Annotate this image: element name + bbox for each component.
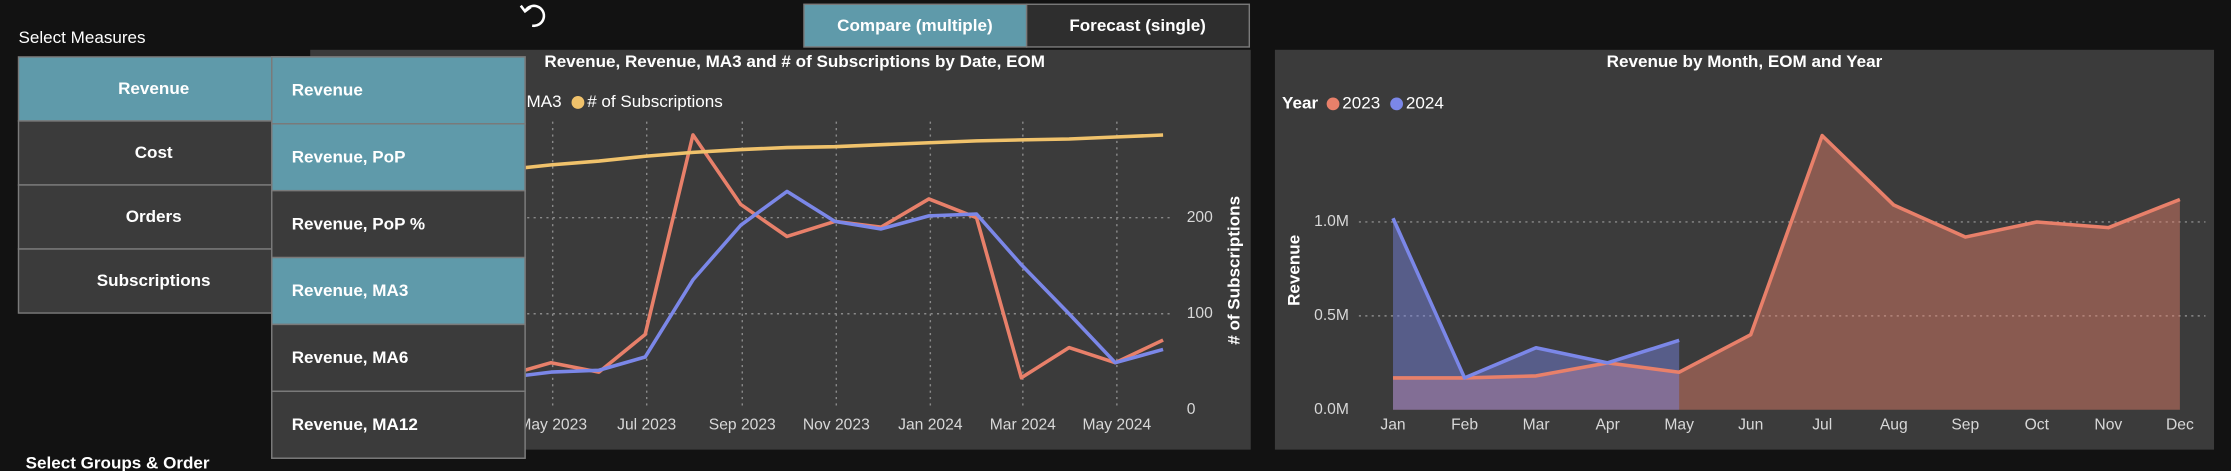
x-tick-label: Jul bbox=[1812, 417, 1832, 434]
legend-title: Year bbox=[1282, 93, 1318, 112]
y2-tick-label: 200 bbox=[1187, 209, 1213, 226]
dropdown-option-label[interactable]: Revenue, PoP bbox=[292, 147, 406, 166]
dropdown-option[interactable] bbox=[271, 323, 526, 393]
legend-label: # of Subscriptions bbox=[587, 92, 723, 111]
dropdown-option-label[interactable]: Revenue, MA3 bbox=[292, 281, 409, 300]
controls: Compare (multiple) Forecast (single) Reven… bbox=[17, 3, 1251, 459]
series-area bbox=[1393, 218, 1680, 410]
series-area bbox=[1393, 135, 2180, 410]
tab-label[interactable]: Compare (multiple) bbox=[837, 16, 992, 35]
chart: Revenue by Month, EOM and Year 0.0M 0.5M 1.… bbox=[1274, 49, 2215, 450]
x-tick-label: Sep bbox=[1951, 417, 1979, 434]
series-line bbox=[1393, 133, 2181, 380]
x-tick-label: May bbox=[1664, 417, 1694, 434]
series-line bbox=[413, 133, 1164, 380]
dropdown-option[interactable] bbox=[271, 256, 526, 326]
x-tick-label: Jun bbox=[1738, 417, 1763, 434]
x-tick-label: Jan bbox=[1380, 417, 1405, 434]
x-tick-label: Nov bbox=[2094, 417, 2122, 434]
dropdown-option[interactable] bbox=[271, 189, 526, 259]
x-tick-label: Sep 2023 bbox=[709, 417, 776, 434]
y2-axis-label: # of Subscriptions bbox=[1225, 196, 1244, 345]
legend-marker bbox=[1326, 97, 1340, 111]
dropdown-option[interactable] bbox=[271, 123, 526, 192]
chart-title: Revenue by Month, EOM and Year bbox=[1607, 52, 1883, 71]
legend-marker bbox=[571, 96, 585, 109]
dropdown-option[interactable] bbox=[271, 390, 526, 459]
chart-panel bbox=[1274, 49, 2215, 450]
series-line bbox=[413, 133, 1164, 178]
x-tick-label: Mar bbox=[1523, 417, 1550, 434]
chart-title: Revenue, Revenue, MA3 and # of Subscript… bbox=[544, 52, 1045, 71]
tab-label[interactable]: Forecast (single) bbox=[1069, 16, 1206, 35]
x-tick-label: Feb bbox=[1451, 417, 1478, 434]
measure-label[interactable]: Revenue bbox=[118, 79, 189, 98]
dropdown-option-label[interactable]: Revenue, PoP % bbox=[292, 214, 425, 233]
measure-button[interactable] bbox=[17, 248, 290, 314]
x-tick-label: May 2024 bbox=[1083, 417, 1152, 434]
x-tick-label: Apr bbox=[1595, 417, 1619, 434]
y-axis-label: Revenue bbox=[1284, 235, 1303, 306]
dropdown-option[interactable] bbox=[271, 56, 526, 125]
measure-button[interactable] bbox=[17, 56, 290, 122]
dropdown-option-label[interactable]: Revenue, MA12 bbox=[292, 415, 418, 434]
tab[interactable] bbox=[1025, 3, 1251, 48]
x-tick-label: Jul 2023 bbox=[617, 417, 676, 434]
measure-label[interactable]: Orders bbox=[126, 207, 182, 226]
measure-button[interactable] bbox=[17, 184, 290, 250]
x-tick-label: May 2023 bbox=[518, 417, 587, 434]
legend-label: 2023 bbox=[1342, 93, 1380, 112]
x-tick-label: Dec bbox=[2166, 417, 2194, 434]
section-label: Select Groups & Order bbox=[26, 453, 210, 471]
y-tick-label: 1.0M bbox=[1314, 213, 1349, 230]
section-label: Select Measures bbox=[18, 28, 145, 47]
content: Select Measures Select Groups & Order Re… bbox=[17, 3, 2215, 471]
y2-tick-label: 0 bbox=[1187, 401, 1196, 418]
x-tick-label: Oct bbox=[2025, 417, 2050, 434]
legend-marker bbox=[1390, 97, 1404, 111]
tab[interactable] bbox=[803, 3, 1028, 48]
undo-button[interactable] bbox=[519, 4, 546, 28]
measure-button[interactable] bbox=[17, 120, 290, 186]
legend-label: 2024 bbox=[1406, 93, 1444, 112]
series-line bbox=[1391, 217, 1680, 380]
x-tick-label: Mar 2024 bbox=[990, 417, 1056, 434]
x-tick-label: Jan 2024 bbox=[898, 417, 963, 434]
undo-arrow bbox=[519, 4, 532, 14]
measure-label[interactable]: Cost bbox=[135, 143, 173, 162]
y2-tick-label: 100 bbox=[1187, 305, 1213, 322]
y-tick-label: 0.5M bbox=[1314, 307, 1349, 324]
measure-label[interactable]: Subscriptions bbox=[97, 271, 211, 290]
y-tick-label: 0.0M bbox=[1314, 401, 1349, 418]
x-tick-label: Aug bbox=[1880, 417, 1908, 434]
dropdown-option-label[interactable]: Revenue bbox=[292, 81, 363, 100]
series-line bbox=[504, 189, 1164, 380]
dropdown-option-label[interactable]: Revenue, MA6 bbox=[292, 348, 409, 367]
x-tick-label: Nov 2023 bbox=[803, 417, 870, 434]
